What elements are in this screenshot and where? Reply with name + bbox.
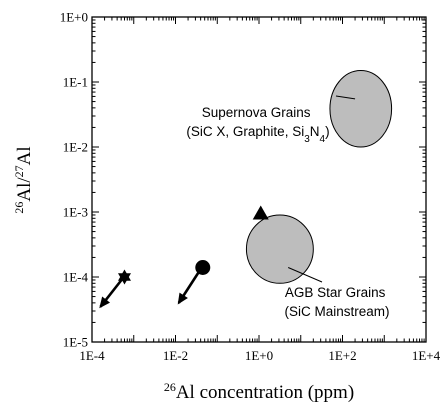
- agb-label-line2: (SiC Mainstream): [284, 304, 389, 319]
- x-tick-label: 1E-2: [163, 348, 188, 363]
- x-tick-label: 1E+4: [412, 348, 441, 363]
- star-point-part: [117, 273, 131, 285]
- agb-label: AGB Star Grains (SiC Mainstream): [284, 285, 389, 319]
- y-tick-label: 1E-2: [63, 140, 88, 155]
- ticks: [91, 16, 427, 343]
- supernova-label: Supernova Grains (SiC X, Graphite, Si3N4…: [186, 105, 329, 145]
- x-tick-label: 1E+2: [328, 348, 356, 363]
- x-axis-title: 26Al concentration (ppm): [164, 380, 354, 403]
- supernova-leader-line: [335, 95, 356, 100]
- supernova-label-line1: Supernova Grains: [202, 105, 311, 120]
- y-tick-label: 1E+0: [60, 10, 88, 25]
- circle-point: [195, 260, 211, 276]
- x-tick-label: 1E+0: [245, 348, 273, 363]
- regions: [245, 70, 393, 284]
- tick-labels: 1E-4 1E-2 1E+0 1E+2 1E+41E-51E-41E-31E-21E-1…: [60, 10, 441, 364]
- agb-star-grains-region: [245, 214, 314, 284]
- circle-point-arrow-head: [177, 292, 188, 305]
- y-tick-label: 1E-4: [63, 270, 89, 285]
- y-tick-label: 1E-3: [63, 205, 88, 220]
- supernova-grains-region: [329, 70, 393, 148]
- star-point-arrow-head: [99, 296, 111, 309]
- agb-label-line1: AGB Star Grains: [285, 285, 386, 300]
- y-tick-label: 1E-1: [63, 75, 88, 90]
- leader-lines: [287, 95, 356, 283]
- agb-leader-line: [287, 267, 323, 283]
- y-tick-label: 1E-5: [63, 335, 88, 350]
- y-axis-title: 26Al/27Al: [12, 146, 35, 213]
- x-tick-label: 1E-4: [79, 348, 105, 363]
- supernova-label-line2: (SiC X, Graphite, Si3N4): [186, 124, 329, 145]
- triangle-point: [252, 205, 269, 220]
- markers: [99, 205, 269, 309]
